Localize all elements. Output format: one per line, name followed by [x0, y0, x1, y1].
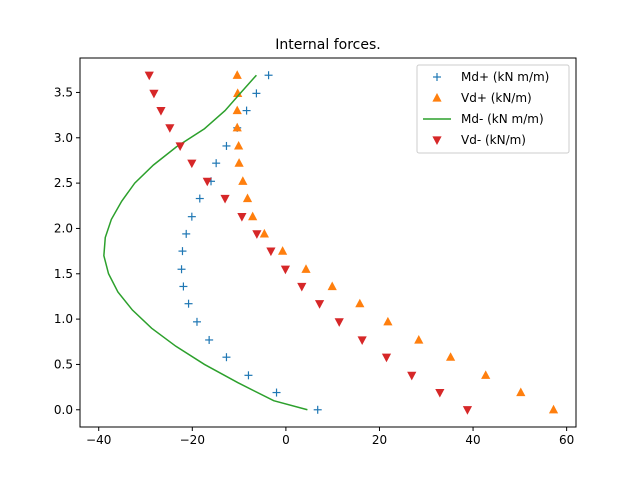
data-point — [177, 265, 186, 274]
data-point — [259, 228, 269, 238]
data-point — [355, 298, 365, 308]
data-point — [195, 194, 204, 203]
legend: Md+ (kN m/m) Vd+ (kN/m) Md- (kN m/m) Vd- (k… — [416, 64, 570, 154]
legend-entry: Md+ (kN m/m) — [433, 70, 549, 84]
data-point — [144, 71, 154, 81]
data-point — [297, 282, 307, 292]
data-point — [314, 300, 325, 309]
data-point — [272, 388, 281, 397]
data-point — [244, 371, 253, 380]
legend-entry: Vd- (kN/m) — [432, 133, 526, 147]
legend-label: Md+ (kN m/m) — [461, 70, 549, 84]
data-point — [222, 141, 231, 150]
data-point — [234, 158, 244, 167]
data-point — [178, 247, 187, 256]
y-tick-label: 3.0 — [54, 131, 73, 145]
data-point — [205, 335, 214, 344]
data-point — [234, 140, 244, 150]
data-point — [445, 352, 456, 361]
y-tick-label: 0.5 — [54, 357, 73, 371]
data-point — [232, 70, 242, 79]
data-point — [220, 194, 230, 204]
y-tick-label: 0.0 — [54, 403, 73, 417]
data-point — [266, 247, 276, 257]
data-point — [414, 334, 424, 344]
legend-label: Vd- (kN/m) — [461, 133, 526, 147]
series-3 — [103, 74, 308, 411]
data-point — [242, 106, 251, 115]
data-point — [407, 371, 417, 381]
x-tick-label: −20 — [180, 433, 205, 447]
series-2 — [232, 70, 559, 414]
data-point — [278, 246, 288, 255]
y-tick-label: 2.0 — [54, 221, 73, 235]
data-point — [248, 211, 258, 221]
x-tick-label: 60 — [559, 433, 574, 447]
data-point — [327, 281, 337, 291]
legend-marker-swatch — [433, 73, 441, 81]
series-1 — [177, 71, 322, 414]
data-point — [238, 176, 248, 185]
data-point — [187, 212, 196, 221]
data-point — [313, 405, 322, 414]
data-point — [516, 387, 526, 397]
data-point — [212, 159, 221, 168]
data-point — [334, 318, 344, 327]
y-tick-label: 3.5 — [54, 85, 73, 99]
data-point — [252, 230, 262, 239]
series-line — [103, 74, 308, 411]
legend-marker-swatch — [432, 93, 442, 102]
data-point — [222, 353, 231, 362]
legend-label: Vd+ (kN/m) — [461, 91, 532, 105]
data-point — [175, 142, 185, 151]
x-tick-label: 20 — [372, 433, 387, 447]
legend-label: Md- (kN m/m) — [461, 112, 544, 126]
y-tick-label: 1.5 — [54, 267, 73, 281]
chart-title: Internal forces. — [275, 37, 380, 53]
y-axis: 0.0 0.5 1.0 1.5 2.0 2.5 3.0 3.5 — [54, 85, 80, 417]
data-point — [184, 299, 193, 308]
x-axis: −40 −20 0 20 40 60 — [86, 427, 574, 447]
data-point — [232, 122, 242, 132]
data-point — [179, 282, 188, 291]
y-tick-label: 1.0 — [54, 312, 73, 326]
y-tick-label: 2.5 — [54, 176, 73, 190]
data-point — [237, 213, 247, 222]
plot-marks — [103, 70, 559, 415]
legend-marker-swatch — [432, 136, 442, 145]
data-point — [187, 159, 197, 169]
data-point — [232, 105, 242, 115]
data-point — [280, 265, 291, 275]
data-point — [462, 406, 473, 415]
series-4 — [144, 71, 473, 415]
legend-box — [416, 64, 570, 154]
data-point — [357, 336, 367, 345]
data-point — [481, 370, 491, 379]
x-tick-label: −40 — [86, 433, 111, 447]
data-point — [192, 317, 201, 326]
data-point — [149, 89, 159, 99]
x-tick-label: 40 — [465, 433, 480, 447]
plot-frame — [79, 57, 577, 428]
data-point — [165, 124, 175, 133]
data-point — [435, 388, 445, 398]
data-point — [242, 193, 253, 203]
data-point — [301, 264, 311, 273]
data-point — [264, 71, 273, 80]
data-point — [383, 316, 393, 326]
data-point — [381, 353, 392, 363]
data-point — [548, 404, 559, 414]
data-point — [182, 229, 191, 238]
legend-entry: Md- (kN m/m) — [423, 112, 544, 126]
legend-entry: Vd+ (kN/m) — [432, 91, 532, 105]
data-point — [202, 177, 212, 187]
data-point — [252, 89, 261, 98]
data-point — [156, 106, 166, 116]
x-tick-label: 0 — [282, 433, 290, 447]
data-point — [233, 88, 243, 97]
